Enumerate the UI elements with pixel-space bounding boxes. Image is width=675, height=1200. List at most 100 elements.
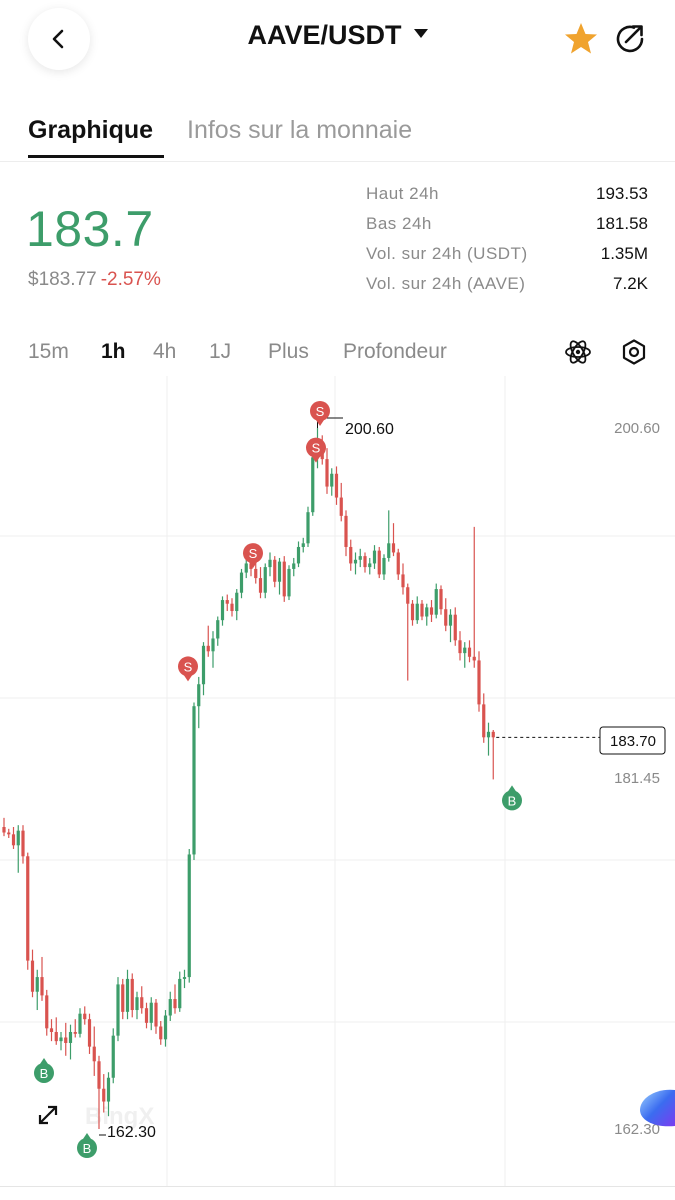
- stat-low-24h: Bas 24h 181.58: [366, 210, 648, 240]
- star-icon[interactable]: [562, 20, 600, 58]
- stat-label: Bas 24h: [366, 214, 432, 233]
- candle-body: [486, 731, 491, 738]
- candle-body: [49, 1028, 54, 1032]
- top-bar: AAVE/USDT: [0, 0, 675, 80]
- candle-body: [339, 497, 343, 516]
- chart-watermark: BingX: [85, 1103, 154, 1130]
- candle-body: [40, 977, 44, 996]
- candle-body: [68, 1031, 73, 1043]
- candle-body: [268, 559, 272, 568]
- interval-1j[interactable]: 1J: [209, 340, 232, 363]
- stat-high-24h: Haut 24h 193.53: [366, 180, 648, 210]
- bottom-divider: [0, 1186, 675, 1187]
- interval-4h[interactable]: 4h: [153, 340, 177, 363]
- candle-body: [344, 515, 348, 547]
- buy-marker: B: [34, 1057, 54, 1083]
- sell-marker: S: [243, 543, 263, 569]
- candle-body: [140, 997, 144, 1009]
- candle-body: [363, 556, 367, 568]
- candle-body: [149, 1002, 153, 1023]
- current-price-tag: 183.70: [599, 726, 666, 755]
- candle-body: [30, 960, 35, 992]
- candle-body: [306, 512, 310, 544]
- chevron-left-icon: [52, 29, 64, 49]
- candle-body: [182, 977, 187, 979]
- candle-body: [121, 984, 125, 1012]
- candle-body: [387, 543, 391, 558]
- candle-body: [159, 1026, 163, 1040]
- candle-body: [301, 543, 305, 547]
- candle-body: [144, 1008, 149, 1023]
- candle-body: [125, 978, 130, 1012]
- interval-bar: 15m 1h 4h 1J Plus Profondeur: [0, 330, 675, 374]
- stat-label: Vol. sur 24h (AAVE): [366, 274, 526, 293]
- high-marker-label: 200.60: [345, 421, 394, 438]
- candle-body: [406, 587, 410, 604]
- svg-text:S: S: [249, 546, 258, 561]
- candle-body: [83, 1013, 87, 1020]
- pair-selector[interactable]: AAVE/USDT: [0, 20, 675, 51]
- svg-text:S: S: [316, 404, 325, 419]
- hexagon-settings-icon[interactable]: [620, 338, 648, 366]
- candle-body: [396, 552, 400, 575]
- candle-body: [2, 827, 6, 833]
- candle-body: [482, 704, 486, 738]
- candle-body: [235, 592, 239, 612]
- candle-body: [254, 568, 258, 579]
- svg-text:B: B: [40, 1066, 49, 1081]
- price-subline: $183.77 -2.57%: [28, 269, 161, 291]
- candle-body: [382, 557, 386, 575]
- candle-body: [102, 1088, 106, 1102]
- candle-body: [192, 706, 196, 855]
- candle-body: [349, 546, 353, 564]
- back-button[interactable]: [28, 8, 90, 70]
- candle-body: [106, 1077, 111, 1102]
- active-tab-indicator: [28, 155, 164, 158]
- interval-1h[interactable]: 1h: [101, 340, 126, 363]
- candle-body: [491, 731, 495, 738]
- candle-body: [187, 854, 191, 978]
- candle-body: [35, 977, 39, 992]
- interval-plus[interactable]: Plus: [268, 340, 309, 363]
- candle-body: [16, 830, 20, 846]
- candle-body: [467, 647, 472, 657]
- candle-body: [420, 603, 424, 617]
- stats-panel: Haut 24h 193.53 Bas 24h 181.58 Vol. sur …: [366, 180, 648, 300]
- candlestick-chart[interactable]: BingX S S S S B B B 200.60 181.45 162.30 183.7…: [0, 376, 675, 1186]
- candle-body: [154, 1002, 158, 1027]
- candle-body: [116, 984, 120, 1036]
- atom-icon[interactable]: [564, 338, 592, 366]
- candle-body: [415, 603, 419, 621]
- candle-body: [410, 603, 415, 621]
- candle-body: [87, 1019, 92, 1047]
- view-tabs: Graphique Infos sur la monnaie: [0, 100, 675, 162]
- stat-label: Haut 24h: [366, 184, 439, 203]
- y-axis-label-top: 200.60: [614, 420, 660, 437]
- candle-body: [377, 550, 381, 575]
- chart-grid: [0, 376, 675, 1186]
- candle-body: [353, 559, 358, 564]
- tab-infos-monnaie[interactable]: Infos sur la monnaie: [187, 116, 413, 144]
- price-change: -2.57%: [100, 269, 161, 290]
- candle-body: [21, 830, 25, 857]
- candle-body: [11, 834, 16, 846]
- candle-body: [296, 546, 301, 564]
- tab-profondeur[interactable]: Profondeur: [343, 340, 447, 363]
- candle-body: [282, 561, 286, 597]
- low-marker-label: 162.30: [107, 1124, 156, 1141]
- stat-value: 1.35M: [600, 244, 648, 263]
- interval-15m[interactable]: 15m: [28, 340, 69, 363]
- candle-body: [230, 603, 234, 612]
- candle-body: [92, 1046, 96, 1062]
- candle-body: [244, 563, 248, 573]
- candle-body: [429, 607, 434, 615]
- tab-graphique[interactable]: Graphique: [28, 116, 154, 144]
- expand-arrows-icon[interactable]: [38, 1105, 58, 1125]
- candle-body: [206, 645, 210, 652]
- share-icon[interactable]: [612, 20, 648, 56]
- stat-value: 181.58: [596, 214, 648, 233]
- pair-title: AAVE/USDT: [247, 20, 402, 50]
- buy-marker: B: [502, 785, 522, 811]
- floating-assistant-icon[interactable]: [636, 1086, 675, 1130]
- candle-body: [26, 856, 30, 961]
